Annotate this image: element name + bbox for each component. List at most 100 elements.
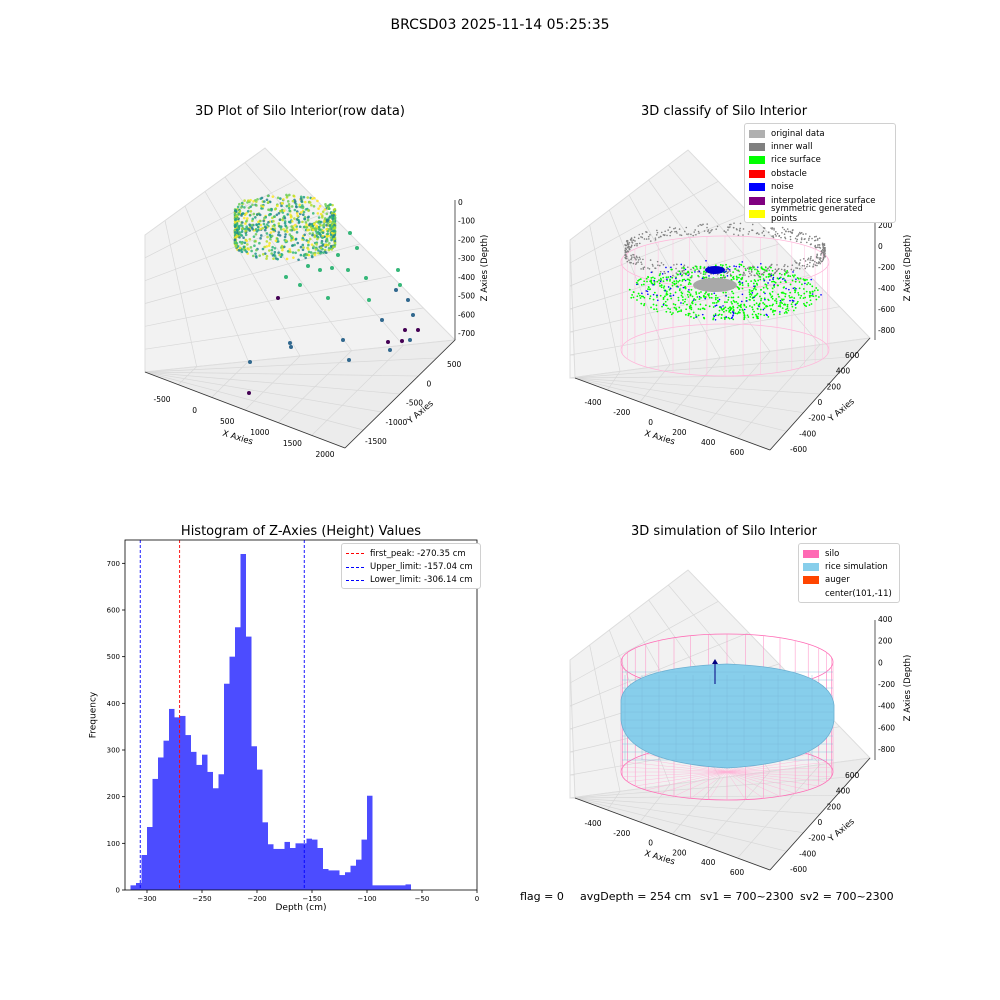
inner-wall-point bbox=[736, 228, 738, 231]
raw-point bbox=[267, 244, 271, 247]
rice-surface-point bbox=[799, 277, 802, 280]
raw-point bbox=[273, 250, 277, 254]
inner-wall-point bbox=[640, 263, 643, 265]
inner-wall-point bbox=[768, 269, 771, 272]
inner-wall-point bbox=[750, 274, 753, 276]
rice-surface-point bbox=[792, 275, 795, 278]
inner-wall-point bbox=[818, 258, 821, 260]
raw-point bbox=[305, 226, 309, 229]
raw-point bbox=[325, 223, 328, 227]
inner-wall-point bbox=[744, 274, 746, 276]
legend-label: auger bbox=[825, 575, 850, 586]
raw-point bbox=[238, 246, 242, 250]
inner-wall-point bbox=[778, 235, 780, 238]
status-sv2: sv2 = 700~2300 bbox=[800, 890, 894, 903]
raw-outlier-point bbox=[336, 253, 340, 257]
inner-wall-point bbox=[636, 243, 639, 245]
grid-line bbox=[609, 209, 671, 365]
simulation-plot-title: 3D simulation of Silo Interior bbox=[631, 524, 817, 539]
raw-point bbox=[308, 232, 312, 235]
inner-wall-point bbox=[675, 263, 678, 266]
classify-legend-entry: rice surface bbox=[749, 154, 891, 167]
raw-point bbox=[289, 250, 292, 254]
z-tick-label: -400 bbox=[878, 702, 895, 711]
raw-point bbox=[234, 209, 238, 212]
noise-point bbox=[779, 299, 782, 302]
raw-point bbox=[238, 240, 242, 244]
raw-point bbox=[301, 248, 305, 252]
raw-point bbox=[265, 240, 269, 243]
histogram-bar bbox=[251, 746, 257, 890]
z-tick-label: 200 bbox=[878, 637, 893, 646]
inner-wall-point bbox=[660, 231, 663, 234]
rice-surface-point bbox=[680, 274, 683, 277]
rice-surface-point bbox=[788, 294, 791, 297]
rice-surface-point bbox=[663, 295, 666, 298]
rice-surface-point bbox=[728, 317, 731, 320]
inner-wall-point bbox=[626, 260, 629, 263]
legend-swatch bbox=[749, 156, 765, 165]
rice-surface-point bbox=[666, 279, 668, 282]
rice-surface-point bbox=[790, 303, 793, 306]
inner-wall-point bbox=[699, 223, 702, 226]
inner-wall-point bbox=[632, 253, 634, 256]
legend-swatch bbox=[803, 563, 819, 572]
rice-surface-point bbox=[669, 278, 671, 281]
x-tick-label: −300 bbox=[137, 895, 156, 903]
rice-surface-point bbox=[649, 288, 652, 291]
raw-point bbox=[328, 228, 331, 231]
legend-label: Lower_limit: -306.14 cm bbox=[370, 575, 473, 586]
inner-wall-point bbox=[804, 260, 807, 262]
raw-outlier-point bbox=[247, 391, 251, 395]
raw-outlier-point bbox=[403, 328, 407, 332]
rice-surface-point bbox=[754, 313, 757, 316]
grid-line bbox=[244, 162, 404, 346]
rice-surface-point bbox=[781, 298, 783, 301]
raw-point bbox=[323, 208, 327, 211]
inner-wall-point bbox=[797, 233, 800, 235]
rice-surface-point bbox=[775, 298, 778, 300]
inner-wall-point bbox=[814, 260, 816, 263]
y-tick-label: 500 bbox=[107, 653, 120, 661]
legend-swatch bbox=[749, 183, 765, 192]
raw-point bbox=[285, 257, 289, 261]
rice-surface-point bbox=[639, 297, 642, 299]
rice-surface-point bbox=[766, 305, 769, 308]
rice-surface-point bbox=[699, 265, 702, 268]
histogram-bar bbox=[246, 636, 252, 890]
noise-point bbox=[698, 295, 701, 298]
inner-wall-point bbox=[780, 236, 782, 239]
raw-point bbox=[279, 209, 282, 213]
inner-wall-point bbox=[654, 237, 657, 239]
raw-outlier-point bbox=[406, 298, 410, 302]
rice-surface-point bbox=[743, 314, 746, 317]
raw-point bbox=[287, 206, 291, 210]
raw-point bbox=[326, 243, 330, 247]
silo-floor-wire bbox=[726, 771, 796, 794]
histogram-bar bbox=[196, 764, 202, 890]
noise-point bbox=[738, 265, 741, 268]
raw-point bbox=[307, 250, 311, 254]
rice-surface-point bbox=[652, 298, 655, 301]
raw-point bbox=[319, 252, 322, 255]
rice-surface-point bbox=[637, 279, 640, 282]
noise-point bbox=[715, 304, 718, 307]
inner-wall-point bbox=[806, 265, 808, 268]
rice-surface-point bbox=[744, 269, 747, 271]
rice-surface-point bbox=[782, 291, 784, 294]
rice-surface-point bbox=[705, 276, 708, 279]
rice-surface-point bbox=[811, 290, 814, 293]
rice-surface-point bbox=[703, 270, 706, 273]
rice-surface-point bbox=[658, 282, 661, 285]
inner-wall-point bbox=[645, 231, 647, 233]
silo-floor-wire bbox=[726, 757, 819, 773]
inner-wall-point bbox=[742, 271, 745, 274]
noise-point bbox=[746, 300, 748, 302]
histogram-bar bbox=[152, 778, 158, 890]
rice-surface-point bbox=[767, 273, 770, 276]
silo-floor-wire bbox=[635, 757, 728, 773]
raw-point bbox=[256, 198, 259, 201]
inner-wall-point bbox=[762, 230, 765, 233]
raw-point bbox=[307, 241, 310, 244]
inner-wall-point bbox=[820, 260, 823, 263]
